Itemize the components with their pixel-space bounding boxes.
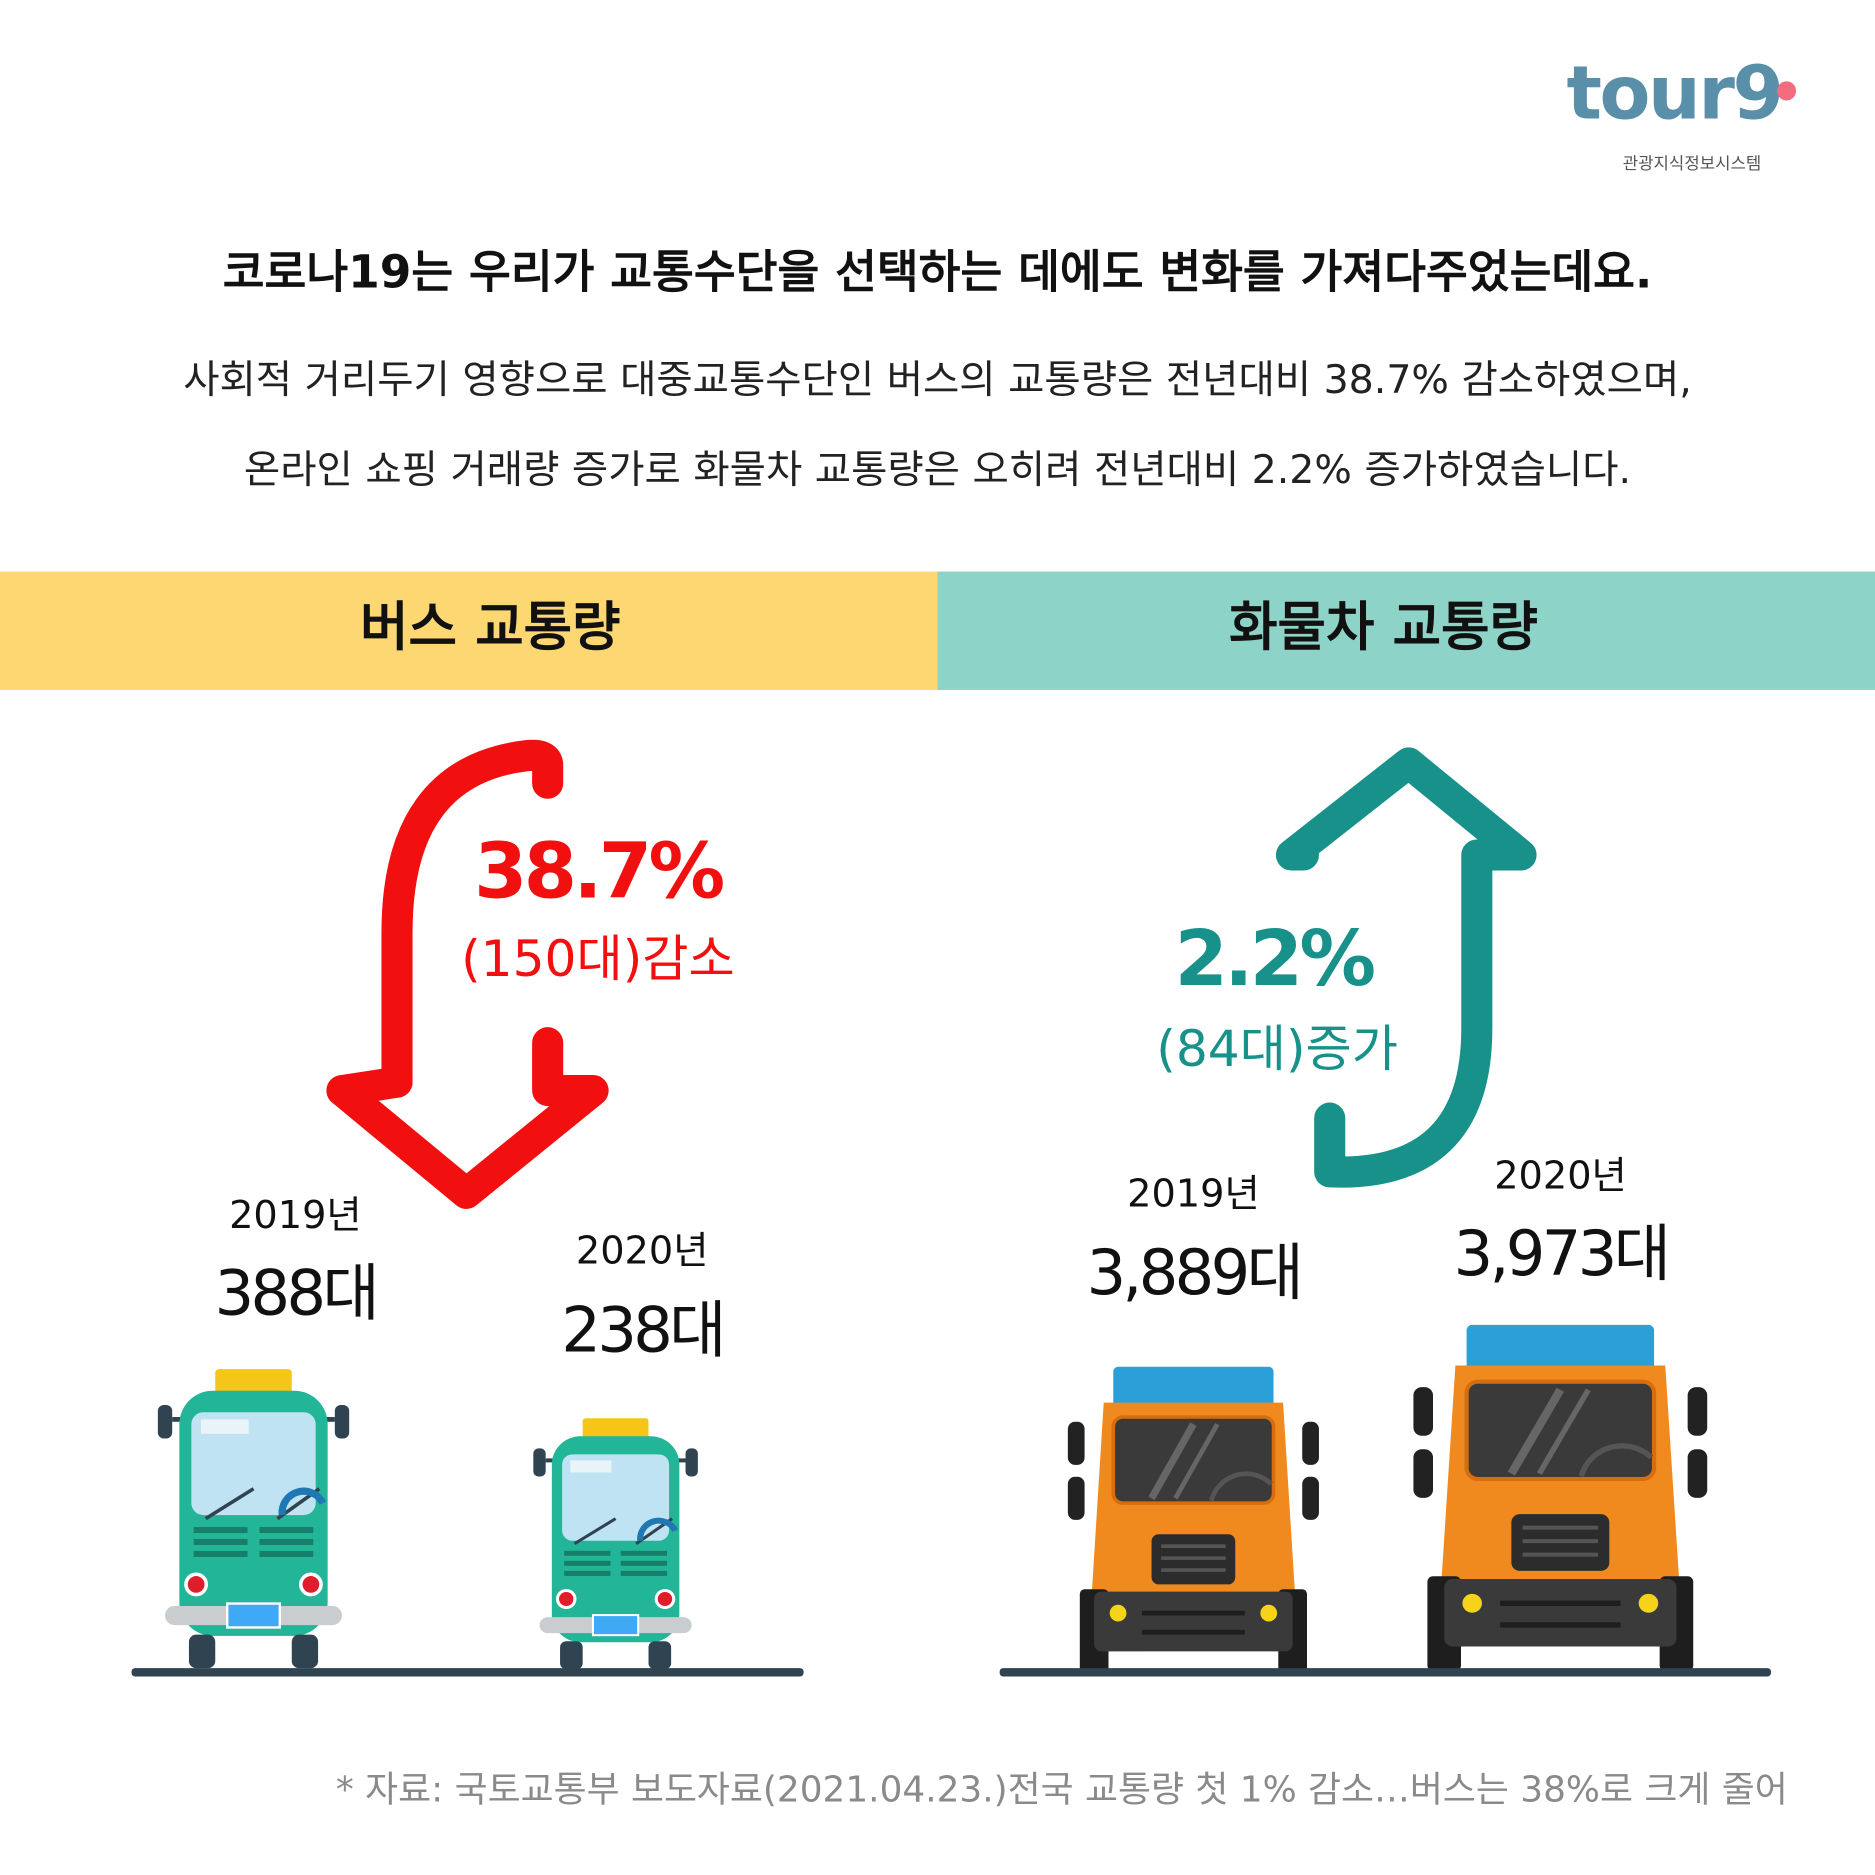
body-line: 온라인 쇼핑 거래량 증가로 화물차 교통량은 오히려 전년대비 2.2% 증가… [244,447,1631,493]
body-line: 사회적 거리두기 영향으로 대중교통수단인 버스의 교통량은 전년대비 38.7… [183,357,1692,403]
year-label: 2020년 [576,1229,709,1274]
section-title: 버스 교통량 [360,597,620,658]
count-label: 3,973대 [1454,1217,1668,1290]
year-label: 2019년 [1127,1171,1260,1216]
count-label: 3,889대 [1087,1236,1301,1309]
section-band [937,571,1875,690]
logo-brand: tour9 [1566,51,1781,137]
year-label: 2020년 [1494,1153,1627,1198]
road [999,1668,1771,1677]
section-band [0,571,938,690]
truck-icon [1068,1367,1319,1673]
down-arrow [326,739,609,1209]
logo[interactable]: tour9 관광지식정보시스템 [1566,51,1797,173]
change-detail: (84대)증가 [1156,1019,1398,1078]
section-title: 화물차 교통량 [1229,597,1538,658]
bus-icon [533,1418,698,1669]
change-detail: (150대)감소 [461,929,735,988]
logo-pin [1776,81,1797,101]
logo-subtitle: 관광지식정보시스템 [1623,153,1762,173]
count-label: 238대 [561,1294,723,1367]
road [131,1668,804,1677]
truck-icon [1413,1325,1707,1671]
change-percent: 38.7% [474,827,723,916]
footnote: * 자료: 국토교통부 보도자료(2021.04.23.)전국 교통량 첫 1%… [336,1769,1788,1810]
headline: 코로나19는 우리가 교통수단을 선택하는 데에도 변화를 가져다주었는데요. [223,246,1652,299]
count-label: 388대 [215,1257,377,1330]
change-percent: 2.2% [1175,915,1375,1004]
up-arrow [1275,747,1537,1188]
bus-icon [158,1369,349,1668]
year-label: 2019년 [229,1193,362,1238]
